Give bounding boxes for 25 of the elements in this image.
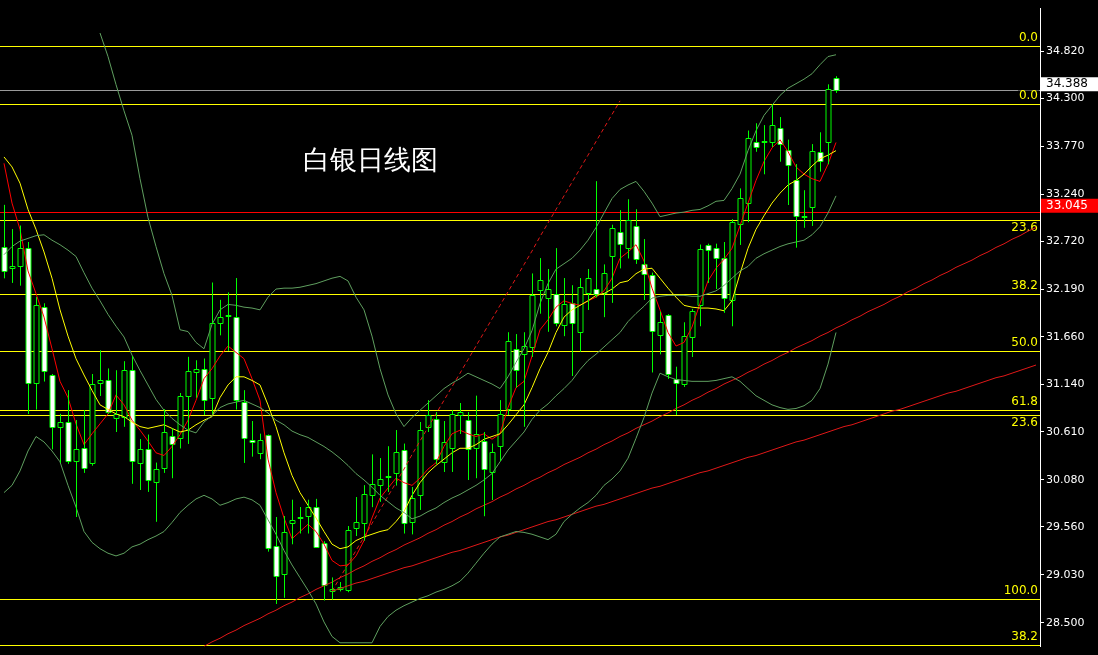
annotation: 38.2 xyxy=(1011,277,1038,292)
y-tick-label: 29.560 xyxy=(1046,519,1085,533)
y-tick-label: 30.610 xyxy=(1046,424,1085,438)
y-tick-label: 33.770 xyxy=(1046,138,1085,152)
y-tick-label: 30.080 xyxy=(1046,472,1085,486)
annotation: 0.0 xyxy=(1018,29,1038,44)
text: 白银日线图 xyxy=(303,143,438,175)
ref-line-label: 34.388 xyxy=(1046,76,1088,91)
annotation: 61.8 xyxy=(1011,393,1038,408)
y-tick-label: 28.500 xyxy=(1046,615,1085,629)
annotation: 0.0 xyxy=(1018,87,1038,102)
y-tick-label: 34.300 xyxy=(1046,91,1085,105)
annotation: 50.0 xyxy=(1011,334,1038,349)
y-tick-label: 29.030 xyxy=(1046,567,1085,581)
annotation: 23.6 xyxy=(1011,414,1038,429)
y-tick-label: 34.820 xyxy=(1046,43,1085,57)
annotation: 38.2 xyxy=(1011,628,1038,643)
y-tick-label: 32.190 xyxy=(1046,281,1085,295)
y-tick-label: 32.720 xyxy=(1046,233,1085,247)
ref-line-label: 33.045 xyxy=(1046,197,1088,212)
y-tick-label: 31.140 xyxy=(1046,376,1085,390)
y-tick-label: 31.660 xyxy=(1046,329,1085,343)
annotation: 23.6 xyxy=(1011,219,1038,234)
y-tick-label: 33.240 xyxy=(1046,186,1085,200)
annotation: 100.0 xyxy=(1003,582,1038,597)
